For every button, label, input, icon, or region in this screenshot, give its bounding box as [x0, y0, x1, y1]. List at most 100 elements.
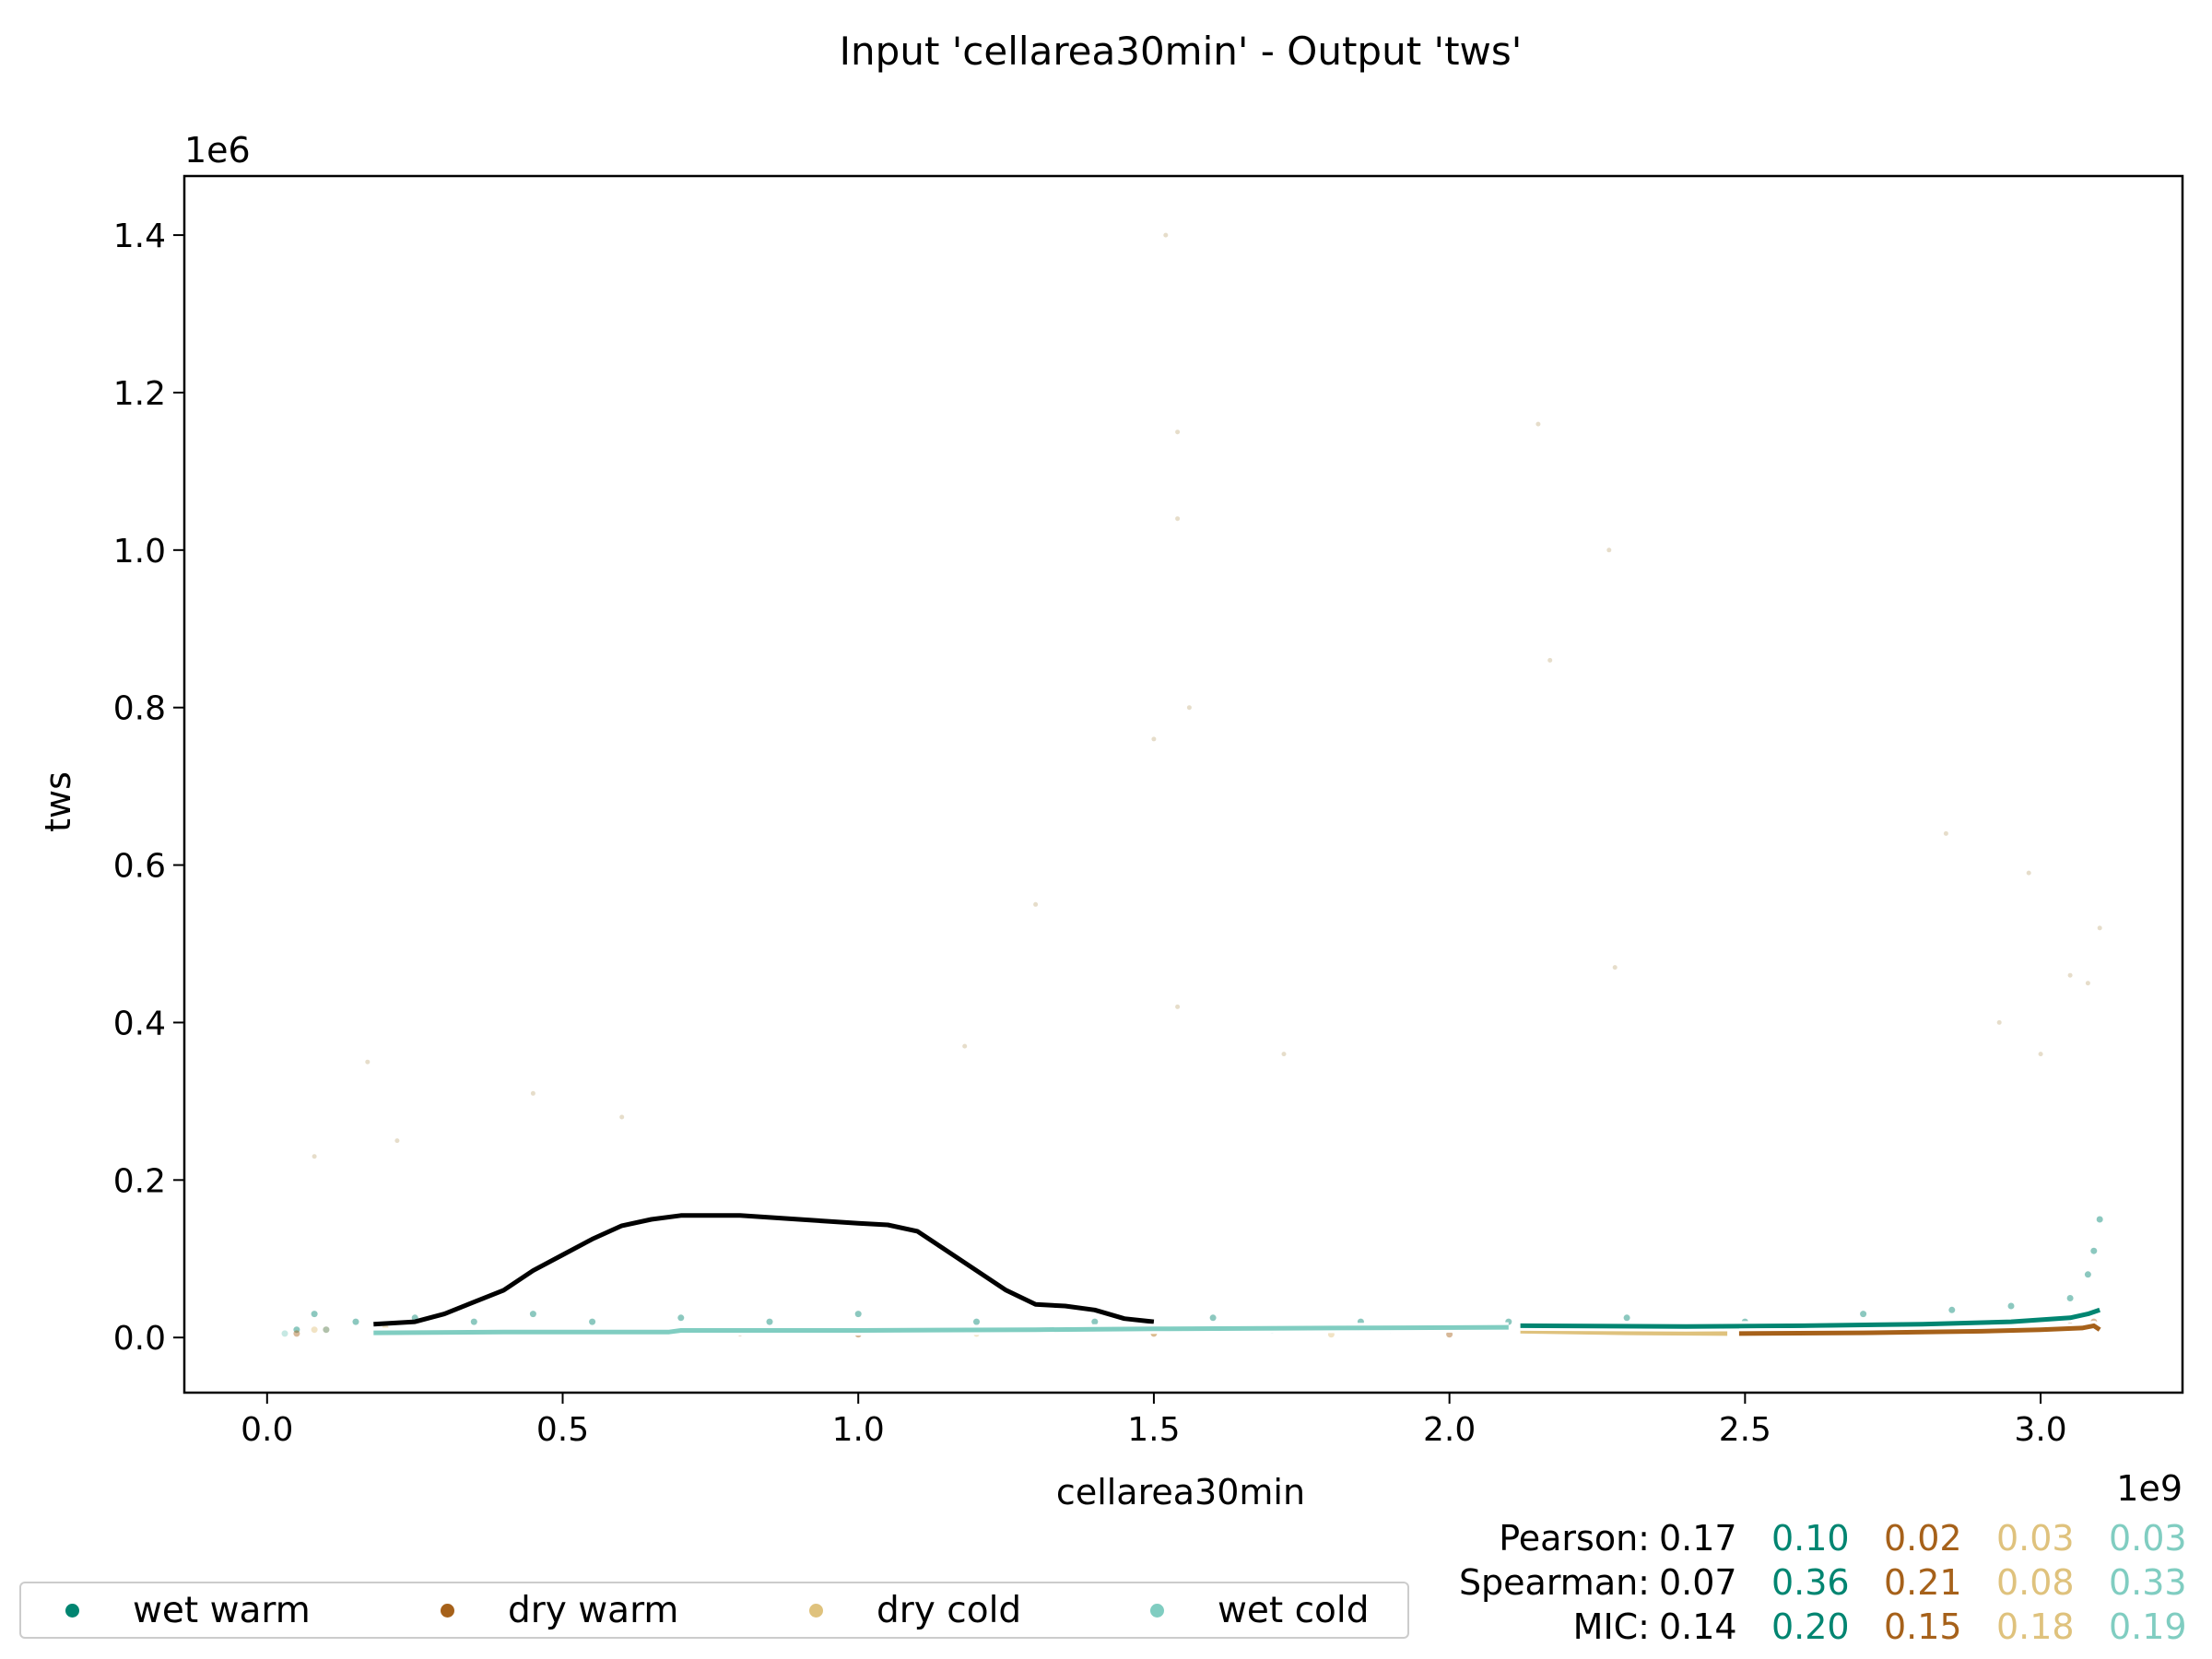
y-offset-label: 1e6	[184, 130, 251, 171]
scatter-point-outlier	[2038, 1052, 2043, 1057]
scatter-point-wet-warm	[1209, 1314, 1217, 1322]
y-tick-label: 1.4	[113, 218, 166, 255]
stat-value: 0.07	[1659, 1562, 1737, 1603]
stat-value: 0.15	[1884, 1606, 1962, 1647]
y-tick-label: 0.6	[113, 848, 166, 886]
stat-value: 0.02	[1884, 1518, 1962, 1559]
scatter-point-wet-cold	[281, 1330, 288, 1337]
x-tick-label: 2.0	[1423, 1411, 1476, 1449]
legend-label-wet-cold: wet cold	[1218, 1589, 1370, 1631]
scatter-point-outlier	[1033, 901, 1039, 907]
stat-value: 0.14	[1659, 1606, 1737, 1647]
y-tick-label: 0.0	[113, 1320, 166, 1358]
scatter-point-outlier	[1547, 657, 1553, 663]
legend-item-wet-cold: wet cold	[1150, 1583, 1369, 1637]
scatter-point-outlier	[1175, 516, 1181, 522]
stat-value: 0.18	[1996, 1606, 2075, 1647]
scatter-point-wet-warm	[2007, 1302, 2015, 1310]
scatter-point-outlier	[2085, 981, 2090, 986]
scatter-point-wet-warm	[1948, 1306, 1956, 1313]
scatter-point-outlier	[1996, 1019, 2002, 1025]
scatter-point-dry-warm	[1446, 1331, 1453, 1338]
scatter-point-wet-warm	[1623, 1314, 1630, 1322]
legend: wet warm dry warm dry cold wet cold	[19, 1582, 1409, 1639]
scatter-point-outlier	[394, 1138, 400, 1144]
legend-item-dry-cold: dry cold	[809, 1583, 1021, 1637]
scatter-point-outlier	[2097, 925, 2102, 931]
scatter-point-outlier	[1175, 429, 1181, 435]
stat-value: 0.36	[1771, 1562, 1850, 1603]
scatter-point-outlier	[2067, 972, 2073, 978]
x-tick-label: 0.0	[241, 1411, 293, 1449]
scatter-point-outlier	[1943, 830, 1948, 836]
legend-marker-wet-cold	[1150, 1603, 1164, 1618]
scatter-point-outlier	[530, 1090, 535, 1096]
scatter-point-outlier	[1175, 1004, 1181, 1009]
scatter-point-outlier	[2026, 870, 2031, 876]
x-tick-label: 1.5	[1127, 1411, 1180, 1449]
scatter-point-wet-warm	[311, 1311, 318, 1318]
y-tick-label: 1.2	[113, 375, 166, 413]
x-tick-label: 2.5	[1719, 1411, 1771, 1449]
scatter-point-outlier	[962, 1043, 968, 1049]
line-overall	[373, 1213, 1155, 1327]
stat-row-pearson: Pearson: 0.17 0.10 0.02 0.03 0.03	[1438, 1516, 2187, 1560]
scatter-point-outlier	[365, 1059, 371, 1065]
scatter-point-outlier	[619, 1114, 625, 1120]
scatter-point-wet-warm	[973, 1318, 980, 1325]
y-tick-label: 0.4	[113, 1005, 166, 1042]
y-tick-label: 0.2	[113, 1162, 166, 1200]
scatter-point-wet-warm	[589, 1318, 596, 1325]
scatter-point-wet-warm	[293, 1326, 300, 1334]
stat-label: MIC:	[1572, 1606, 1650, 1647]
x-tick-label: 1.0	[832, 1411, 885, 1449]
x-offset-label: 1e9	[2116, 1468, 2183, 1509]
y-tick-label: 0.8	[113, 690, 166, 728]
correlation-stats: Pearson: 0.17 0.10 0.02 0.03 0.03 Spearman: 0.0…	[1438, 1516, 2187, 1654]
axes-frame	[182, 174, 2184, 1394]
stat-value: 0.10	[1771, 1518, 1850, 1559]
x-tick-label: 3.0	[2014, 1411, 2066, 1449]
scatter-point-wet-warm	[2096, 1216, 2103, 1223]
scatter-point-wet-warm	[2090, 1247, 2098, 1254]
scatter-point-wet-warm	[352, 1318, 359, 1325]
scatter-point-wet-warm	[470, 1318, 477, 1325]
scatter-point-wet-cold	[323, 1326, 330, 1334]
scatter-point-outlier	[1281, 1052, 1287, 1057]
stat-value: 0.03	[2109, 1518, 2187, 1559]
legend-label-wet-warm: wet warm	[133, 1589, 311, 1631]
line-dry-cold	[1520, 1328, 1728, 1336]
stat-row-mic: MIC: 0.14 0.20 0.15 0.18 0.19	[1438, 1605, 2187, 1649]
scatter-point-wet-warm	[1091, 1318, 1099, 1325]
legend-item-wet-warm: wet warm	[65, 1583, 311, 1637]
legend-item-dry-warm: dry warm	[441, 1583, 678, 1637]
scatter-point-wet-warm	[529, 1311, 536, 1318]
scatter-point-outlier	[1186, 705, 1192, 711]
line-wet-cold	[373, 1324, 1509, 1335]
axis-ticks: 0.0 0.5 1.0 1.5 2.0 2.5 3.0 0.0 0.2 0.4 0.6 0.8 1.0 1…	[113, 218, 2067, 1449]
scatter-point-outlier	[1612, 965, 1618, 971]
stat-label: Spearman:	[1458, 1562, 1650, 1603]
scatter-point-outlier	[312, 1154, 317, 1159]
scatter-point-wet-warm	[2066, 1295, 2074, 1301]
stat-row-spearman: Spearman: 0.07 0.36 0.21 0.08 0.33	[1438, 1560, 2187, 1605]
scatter-point-wet-warm	[766, 1318, 773, 1325]
line-wet-warm	[1520, 1307, 2100, 1329]
chart-title: Input 'cellarea30min' - Output 'tws'	[840, 29, 1523, 74]
scatter-point-outlier	[1163, 232, 1169, 238]
legend-label-dry-warm: dry warm	[508, 1589, 679, 1631]
scatter-point-wet-warm	[1860, 1311, 1867, 1318]
stat-value: 0.08	[1996, 1562, 2075, 1603]
legend-marker-wet-warm	[65, 1603, 79, 1618]
legend-marker-dry-warm	[441, 1603, 454, 1618]
scatter-point-wet-warm	[2084, 1271, 2091, 1278]
stat-value: 0.33	[2109, 1562, 2187, 1603]
y-axis-label: tws	[38, 771, 78, 832]
scatter-point-wet-warm	[854, 1311, 862, 1318]
y-tick-label: 1.0	[113, 533, 166, 571]
x-tick-label: 0.5	[536, 1411, 589, 1449]
stat-value: 0.03	[1996, 1518, 2075, 1559]
legend-label-dry-cold: dry cold	[877, 1589, 1022, 1631]
scatter-point-dry-warm	[323, 1326, 330, 1334]
